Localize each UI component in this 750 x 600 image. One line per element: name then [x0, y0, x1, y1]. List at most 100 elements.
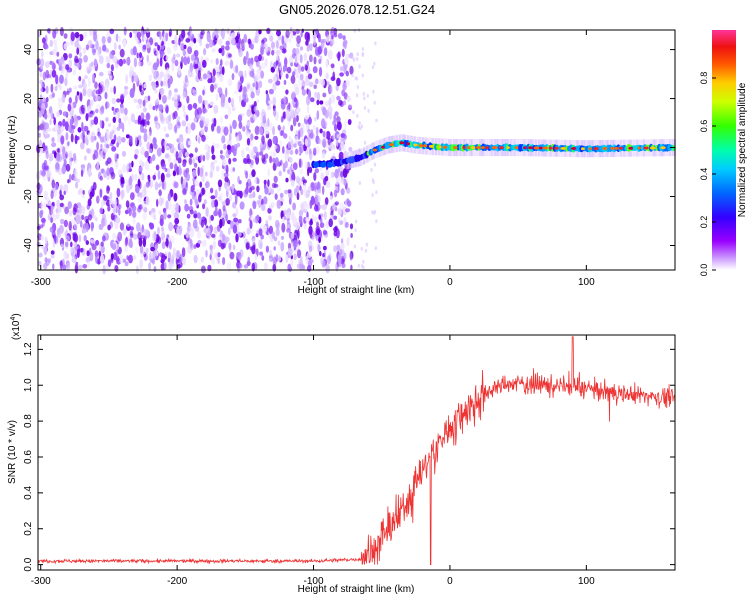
noise-dot [223, 143, 227, 150]
noise-dot [330, 76, 336, 82]
noise-dot [285, 29, 290, 39]
noise-dot [245, 146, 250, 152]
noise-dot [323, 121, 327, 129]
noise-dot [175, 249, 180, 260]
noise-dot [330, 94, 336, 104]
noise-dot [154, 88, 158, 94]
noise-dot [227, 106, 231, 116]
noise-dot [200, 29, 205, 36]
noise-dot [84, 155, 87, 161]
noise-dot [179, 253, 183, 264]
noise-dot [60, 243, 64, 248]
noise-dot [344, 119, 347, 130]
noise-dot [120, 176, 125, 185]
noise-dot [325, 168, 330, 177]
noise-dot [211, 199, 216, 208]
noise-dot [173, 43, 178, 52]
track-hotspot [548, 146, 553, 150]
noise-dot [75, 94, 78, 104]
noise-dot [305, 217, 311, 222]
noise-dot [59, 26, 64, 37]
noise-dot [320, 78, 325, 87]
noise-dot [341, 262, 346, 269]
noise-dot [103, 218, 108, 227]
noise-dot [59, 202, 64, 208]
noise-dot [322, 253, 325, 258]
noise-dot [85, 222, 89, 233]
noise-dot [39, 139, 42, 150]
noise-dot [114, 219, 119, 230]
noise-dot [184, 199, 187, 205]
noise-dot [243, 264, 249, 269]
spectrogram-signal-track [311, 134, 677, 170]
noise-dot [182, 188, 187, 195]
noise-dot [290, 124, 294, 132]
noise-dot [332, 203, 336, 210]
noise-dot [283, 215, 287, 221]
noise-dot [220, 125, 224, 136]
noise-dot [283, 209, 288, 216]
noise-dot [312, 125, 316, 130]
noise-dot [106, 157, 112, 165]
noise-dot [363, 96, 366, 101]
noise-dot [153, 265, 157, 273]
noise-dot [229, 32, 232, 37]
noise-dot [265, 45, 269, 53]
noise-dot [209, 244, 213, 251]
noise-dot [205, 181, 210, 188]
noise-dot [139, 80, 142, 86]
noise-dot [62, 146, 66, 155]
noise-dot [272, 157, 276, 163]
noise-dot [139, 52, 142, 59]
noise-dot [217, 179, 223, 188]
noise-dot [280, 130, 283, 137]
noise-dot [269, 155, 273, 164]
noise-dot [351, 55, 354, 60]
noise-dot [146, 30, 151, 39]
noise-dot [146, 142, 150, 150]
noise-dot [174, 93, 178, 100]
spectrogram-x-tick-label: 100 [578, 277, 595, 288]
noise-dot [184, 151, 190, 157]
noise-dot [356, 113, 359, 118]
noise-dot [69, 158, 72, 167]
noise-dot [159, 218, 164, 227]
noise-dot [177, 65, 182, 76]
noise-dot [183, 56, 188, 66]
noise-dot [250, 185, 255, 191]
noise-dot [199, 167, 204, 178]
noise-dot [286, 228, 291, 233]
noise-dot [65, 235, 70, 242]
spectrogram-y-axis-label: Frequency (Hz) [7, 116, 18, 185]
track-hotspot [481, 146, 485, 150]
noise-dot [341, 89, 346, 97]
noise-dot [51, 61, 55, 70]
noise-dot [125, 200, 130, 208]
noise-dot [129, 88, 135, 99]
noise-dot [135, 185, 140, 194]
noise-dot [274, 193, 278, 200]
noise-dot [81, 107, 85, 115]
noise-dot [150, 258, 154, 264]
noise-dot [275, 49, 281, 55]
noise-dot [271, 231, 276, 239]
noise-dot [304, 160, 309, 170]
noise-dot [261, 154, 266, 163]
noise-dot [111, 243, 117, 250]
noise-dot [68, 124, 72, 133]
noise-dot [269, 122, 273, 131]
noise-dot [159, 31, 162, 40]
noise-dot [180, 40, 185, 50]
track-hotspot [538, 146, 543, 150]
snr-exponent-label: (x104) [10, 313, 22, 340]
noise-dot [300, 188, 304, 196]
noise-dot [120, 189, 125, 199]
snr-y-tick-label: 0.4 [23, 485, 34, 499]
noise-dot [304, 138, 309, 147]
noise-dot [115, 257, 120, 262]
noise-dot [354, 228, 357, 233]
noise-dot [134, 153, 138, 160]
noise-dot [182, 178, 187, 187]
noise-dot [290, 258, 294, 267]
noise-dot [118, 118, 122, 123]
